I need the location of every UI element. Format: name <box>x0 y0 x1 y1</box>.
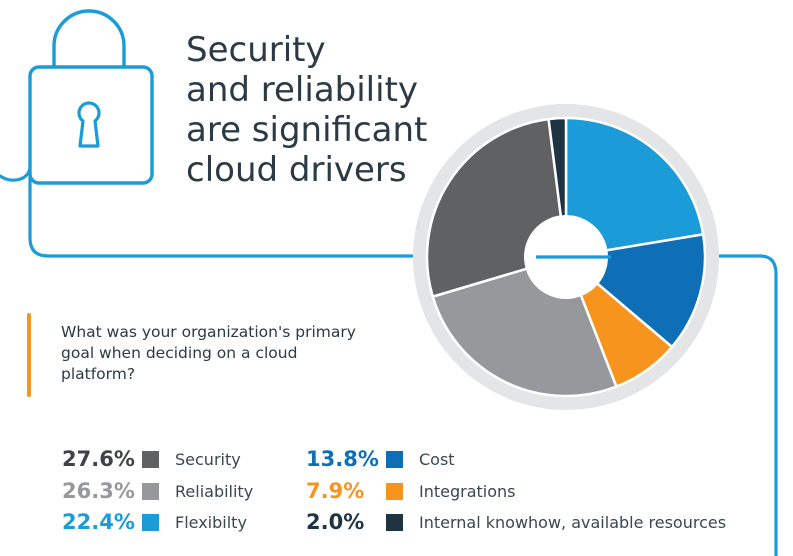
legend-swatch <box>386 513 403 531</box>
legend-label: Integrations <box>419 481 516 501</box>
legend-item-security: 27.6% Security <box>62 447 241 471</box>
title-line: and reliability <box>186 70 419 110</box>
legend-item-cost: 13.8% Cost <box>306 447 455 471</box>
legend-label: Reliability <box>175 481 254 501</box>
legend-value: 2.0% <box>306 510 365 534</box>
donut-chart <box>413 104 719 410</box>
legend-label: Internal knowhow, available resources <box>419 512 727 532</box>
legend-item-flexibility: 22.4% Flexibilty <box>62 510 247 534</box>
legend-item-integrations: 7.9% Integrations <box>306 479 516 503</box>
lock-icon <box>28 9 154 185</box>
legend-swatch <box>386 482 403 500</box>
legend-swatch <box>142 513 159 531</box>
legend-label: Security <box>175 449 241 469</box>
legend-value: 13.8% <box>306 447 379 471</box>
legend-swatch <box>142 450 159 468</box>
title-line: are significant <box>186 110 428 150</box>
legend-value: 22.4% <box>62 510 135 534</box>
page-title: Security and reliability are significant… <box>186 30 427 190</box>
legend-swatch <box>386 450 403 468</box>
legend-label: Flexibilty <box>175 512 247 532</box>
legend-swatch <box>142 482 159 500</box>
pie-slice-flexibilty <box>564 116 705 259</box>
legend-value: 7.9% <box>306 479 365 503</box>
legend-label: Cost <box>419 449 455 469</box>
title-line: cloud drivers <box>186 150 407 190</box>
connector-line <box>0 167 778 556</box>
legend-value: 26.3% <box>62 479 135 503</box>
title-line: Security <box>186 30 326 70</box>
legend-item-reliability: 26.3% Reliability <box>62 479 253 503</box>
survey-question: What was your organization's primary goa… <box>61 323 356 383</box>
question-accent-bar <box>27 313 31 397</box>
legend-item-internal-knowhow: 2.0% Internal knowhow, available resourc… <box>306 510 726 534</box>
legend-value: 27.6% <box>62 447 135 471</box>
